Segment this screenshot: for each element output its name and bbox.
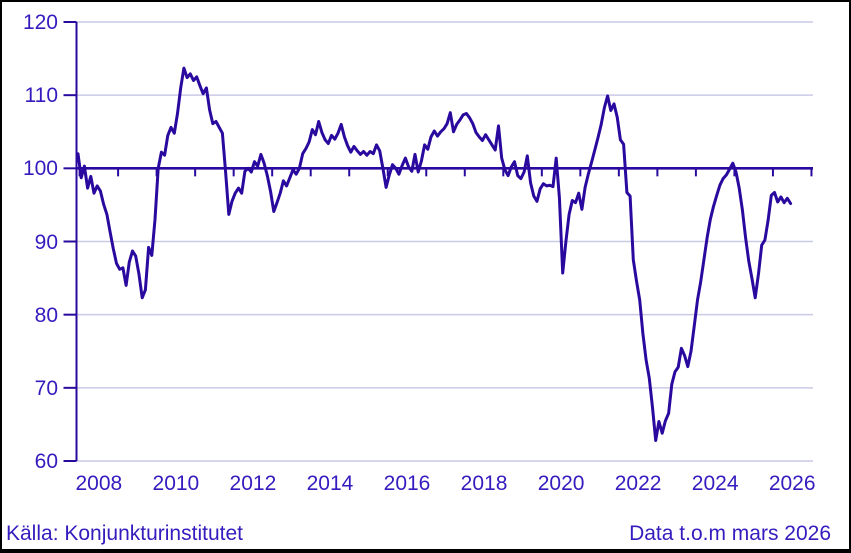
y-axis-label-120: 120: [22, 11, 58, 34]
x-axis-label-2026: 2026: [768, 472, 816, 495]
x-axis-label-2012: 2012: [229, 472, 277, 495]
y-axis-label-100: 100: [22, 157, 58, 181]
y-axis-label-110: 110: [24, 84, 58, 108]
x-axis-label-2008: 2008: [75, 472, 123, 495]
y-axis-label-70: 70: [34, 376, 58, 400]
y-axis-label-60: 60: [34, 450, 58, 473]
x-axis-label-2022: 2022: [614, 472, 662, 495]
x-axis-label-2018: 2018: [460, 472, 508, 495]
y-axis-label-90: 90: [34, 230, 58, 254]
data-through-note: Data t.o.m mars 2026: [629, 522, 831, 545]
x-axis-label-2014: 2014: [306, 472, 354, 495]
x-axis-label-2024: 2024: [691, 472, 739, 495]
series-line: [76, 66, 793, 442]
x-axis-label-2016: 2016: [383, 472, 431, 495]
source-note: Källa: Konjunkturinstitutet: [6, 522, 243, 545]
x-axis-label-2010: 2010: [152, 472, 200, 495]
y-axis-label-80: 80: [34, 303, 58, 327]
x-axis-label-2020: 2020: [537, 472, 585, 495]
